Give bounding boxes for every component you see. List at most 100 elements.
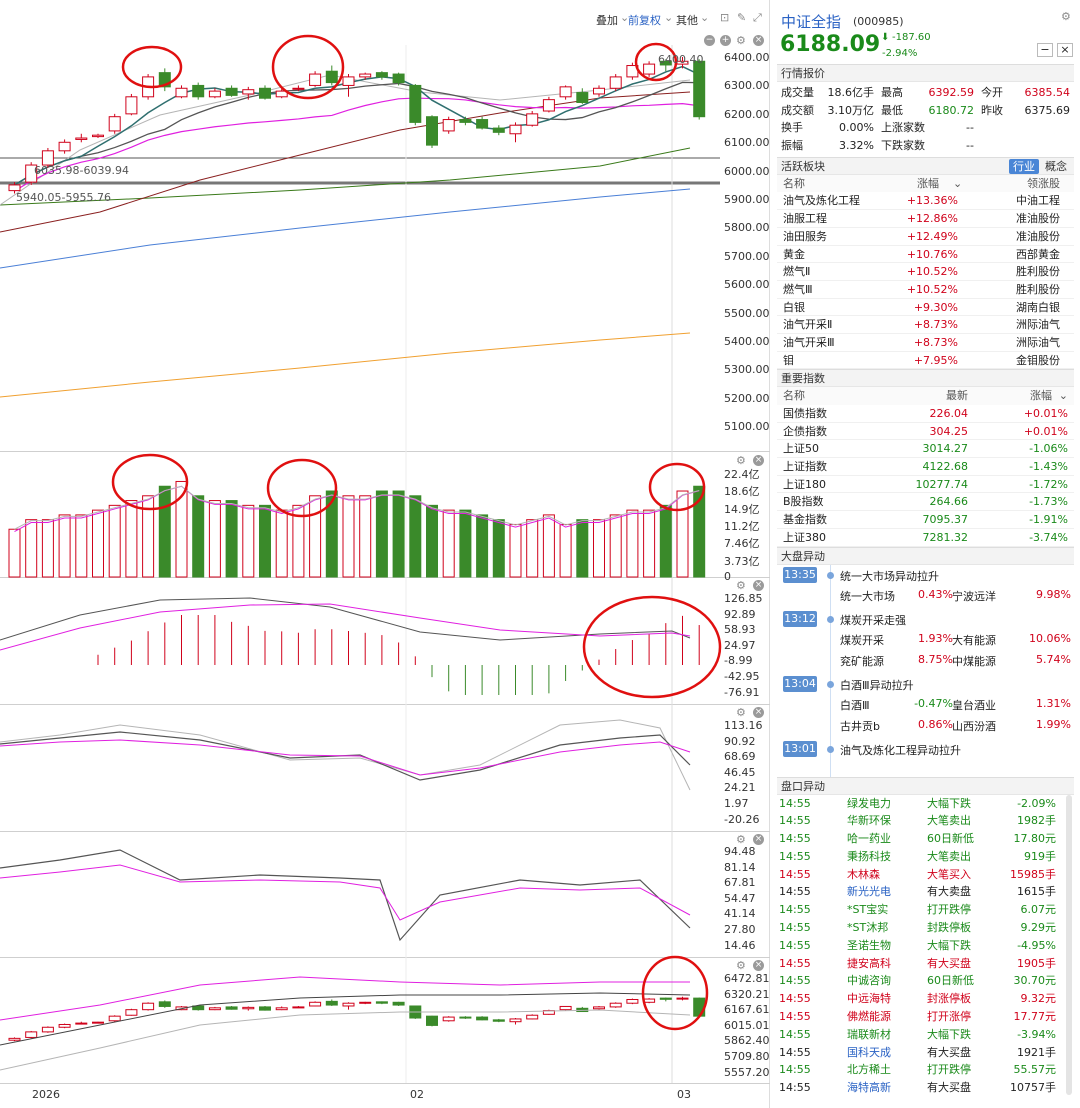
ind2-close-icon[interactable]: × [753, 707, 764, 718]
overlay-menu[interactable]: 叠加 [596, 14, 618, 27]
tape-row[interactable]: 14:55 圣诺生物 大幅下跌 -4.95% [777, 937, 1074, 955]
price-tick-label: 5300.00 [724, 363, 770, 377]
kline-chart-area[interactable]: 叠加 ⌄ 前复权 ⌄ 其他 ⌄ ⊡ ✎ ⤢ − + ⚙ × ⚙ × ⚙ × ⚙ … [0, 0, 770, 1108]
index-row[interactable]: 上证50 3014.27 -1.06% [777, 440, 1074, 459]
index-row[interactable]: 基金指数 7095.37 -1.91% [777, 511, 1074, 529]
index-row[interactable]: 上证380 7281.32 -3.74% [777, 529, 1074, 547]
other-menu[interactable]: 其他 [676, 14, 698, 27]
alert-stock-name[interactable]: 煤炭开采 [840, 633, 884, 647]
sector-row[interactable]: 钼 +7.95% 金钼股份 [777, 352, 1074, 370]
alert-stock-name[interactable]: 大有能源 [952, 633, 996, 647]
sector-row[interactable]: 油气开采Ⅱ +8.73% 洲际油气 [777, 316, 1074, 334]
tab-industry[interactable]: 行业 [1009, 158, 1039, 174]
index-row[interactable]: 国债指数 226.04 +0.01% [777, 405, 1074, 423]
adjust-menu[interactable]: 前复权 [628, 14, 661, 27]
index-row[interactable]: B股指数 264.66 -1.73% [777, 493, 1074, 512]
boll-settings-gear-icon[interactable]: ⚙ [736, 959, 746, 972]
macd-close-icon[interactable]: × [753, 580, 764, 591]
tape-row[interactable]: 14:55 *ST宝实 打开跌停 6.07元 [777, 901, 1074, 919]
indicator-tick-label: 90.92 [724, 734, 756, 748]
sector-row[interactable]: 油服工程 +12.86% 准油股份 [777, 210, 1074, 228]
remove-watch-button[interactable]: − [1037, 43, 1053, 57]
tape-row[interactable]: 14:55 北方稀土 打开跌停 55.57元 [777, 1061, 1074, 1079]
overlay-chevron-icon[interactable]: ⌄ [620, 11, 630, 24]
alert-stock-name[interactable]: 兖矿能源 [840, 654, 884, 668]
panel-separator[interactable] [0, 577, 770, 578]
sector-row[interactable]: 黄金 +10.76% 西部黄金 [777, 246, 1074, 264]
candle-body [593, 87, 605, 95]
alert-stock-name[interactable]: 山西汾酒 [952, 719, 996, 733]
zoom-in-icon[interactable]: + [720, 35, 731, 46]
tape-row[interactable]: 14:55 中远海特 封涨停板 9.32元 [777, 990, 1074, 1008]
boll-candle-body [92, 1021, 104, 1024]
volume-bar [509, 523, 522, 578]
tape-value: 919手 [1024, 849, 1056, 863]
sector-row[interactable]: 白银 +9.30% 湖南白银 [777, 299, 1074, 317]
tape-row[interactable]: 14:55 新光光电 有大卖盘 1615手 [777, 883, 1074, 901]
close-panel-button[interactable]: × [1057, 43, 1073, 57]
tape-row[interactable]: 14:55 华新环保 大笔卖出 1982手 [777, 812, 1074, 830]
index-row[interactable]: 上证指数 4122.68 -1.43% [777, 458, 1074, 476]
alert-title[interactable]: 油气及炼化工程异动拉升 [840, 743, 961, 757]
alert-stock-name[interactable]: 白酒Ⅲ [840, 698, 870, 712]
sector-row[interactable]: 油田服务 +12.49% 准油股份 [777, 228, 1074, 246]
tape-row[interactable]: 14:55 海特高新 有大买盘 10757手 [777, 1079, 1074, 1097]
tape-stock: 中诚咨询 [847, 974, 891, 988]
tape-row[interactable]: 14:55 国科天成 有大买盘 1921手 [777, 1044, 1074, 1062]
price-tick-label: 6300.00 [724, 79, 770, 93]
sector-row[interactable]: 油气开采Ⅲ +8.73% 洲际油气 [777, 334, 1074, 352]
main-close-icon[interactable]: × [753, 35, 764, 46]
volume-bar [626, 509, 639, 578]
boll-close-icon[interactable]: × [753, 960, 764, 971]
tab-concept[interactable]: 概念 [1045, 159, 1067, 173]
volume-close-icon[interactable]: × [753, 455, 764, 466]
ind3-close-icon[interactable]: × [753, 834, 764, 845]
volume-settings-gear-icon[interactable]: ⚙ [736, 454, 746, 467]
index-row[interactable]: 企债指数 304.25 +0.01% [777, 423, 1074, 441]
sector-row[interactable]: 油气及炼化工程 +13.36% 中油工程 [777, 192, 1074, 211]
alert-stock-name[interactable]: 皇台酒业 [952, 698, 996, 712]
draw-tool-icon[interactable]: ✎ [737, 11, 747, 24]
panel-separator[interactable] [0, 957, 770, 958]
sector-row[interactable]: 燃气Ⅲ +10.52% 胜利股份 [777, 281, 1074, 299]
boll-candle-body [609, 1002, 622, 1008]
expand-icon[interactable]: ⤢ [753, 11, 762, 24]
tape-scrollbar[interactable] [1066, 794, 1072, 1095]
alert-stock-name[interactable]: 宁波远洋 [952, 589, 996, 603]
alert-stock-name[interactable]: 古井贡b [840, 719, 880, 733]
fullscreen-small-icon[interactable]: ⊡ [720, 11, 730, 24]
sector-row[interactable]: 燃气Ⅱ +10.52% 胜利股份 [777, 263, 1074, 281]
header-settings-gear-icon[interactable]: ⚙ [1061, 10, 1071, 23]
alert-stock-name[interactable]: 统一大市场 [840, 589, 895, 603]
panel-separator[interactable] [0, 831, 770, 832]
main-settings-gear-icon[interactable]: ⚙ [736, 34, 746, 47]
tape-row[interactable]: 14:55 中诚咨询 60日新低 30.70元 [777, 972, 1074, 990]
ind2-settings-gear-icon[interactable]: ⚙ [736, 706, 746, 719]
boll-candle-body [75, 1022, 88, 1025]
adjust-chevron-icon[interactable]: ⌄ [664, 11, 674, 24]
alert-title[interactable]: 白酒Ⅲ异动拉升 [840, 678, 914, 692]
tape-row[interactable]: 14:55 *ST沐邦 封跌停板 9.29元 [777, 919, 1074, 937]
index-row[interactable]: 上证180 10277.74 -1.72% [777, 476, 1074, 494]
chart-canvas[interactable] [0, 0, 770, 1108]
alert-stock-name[interactable]: 中煤能源 [952, 654, 996, 668]
tape-row[interactable]: 14:55 绿发电力 大幅下跌 -2.09% [777, 795, 1074, 813]
tape-row[interactable]: 14:55 哈一药业 60日新低 17.80元 [777, 830, 1074, 848]
index-name[interactable]: 中证全指 [781, 13, 842, 31]
tape-row[interactable]: 14:55 木林森 大笔买入 15985手 [777, 866, 1074, 884]
boll-candle-body [275, 1007, 288, 1011]
alert-title[interactable]: 煤炭开采走强 [840, 613, 906, 627]
alert-title[interactable]: 统一大市场异动拉升 [840, 569, 939, 583]
macd-settings-gear-icon[interactable]: ⚙ [736, 579, 746, 592]
panel-separator[interactable] [0, 451, 770, 452]
tape-row[interactable]: 14:55 佛燃能源 打开涨停 17.77元 [777, 1008, 1074, 1026]
panel-separator[interactable] [0, 704, 770, 705]
ind3-settings-gear-icon[interactable]: ⚙ [736, 833, 746, 846]
tape-row[interactable]: 14:55 秉扬科技 大笔卖出 919手 [777, 848, 1074, 866]
tape-row[interactable]: 14:55 捷安高科 有大买盘 1905手 [777, 955, 1074, 973]
zoom-out-icon[interactable]: − [704, 35, 715, 46]
other-chevron-icon[interactable]: ⌄ [700, 11, 710, 24]
tape-row[interactable]: 14:55 瑞联新材 大幅下跌 -3.94% [777, 1026, 1074, 1044]
timeline-line [830, 564, 831, 777]
tape-stock: 哈一药业 [847, 832, 891, 846]
